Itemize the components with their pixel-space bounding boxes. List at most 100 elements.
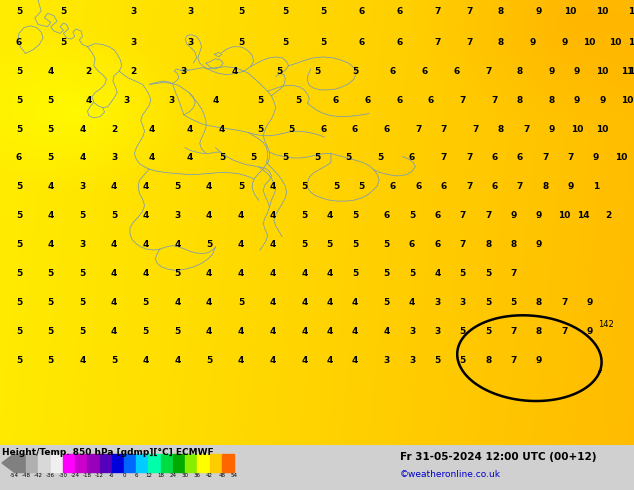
- Text: 8: 8: [542, 182, 548, 192]
- Bar: [124, 454, 136, 472]
- Text: 9: 9: [561, 38, 567, 47]
- Text: 4: 4: [143, 356, 149, 365]
- Text: 8: 8: [498, 7, 504, 16]
- Text: 5: 5: [301, 182, 307, 192]
- Text: 5: 5: [257, 96, 263, 104]
- Text: 9: 9: [548, 67, 555, 75]
- Text: 5: 5: [384, 240, 390, 249]
- Text: 6: 6: [491, 182, 498, 192]
- Text: 5: 5: [238, 298, 244, 307]
- Text: 7: 7: [466, 182, 472, 192]
- Text: 9: 9: [529, 38, 536, 47]
- Text: 5: 5: [16, 269, 22, 278]
- Text: 9: 9: [593, 153, 599, 163]
- Text: 3: 3: [79, 240, 86, 249]
- Text: 5: 5: [282, 153, 288, 163]
- Text: 4: 4: [301, 356, 307, 365]
- Text: 9: 9: [586, 327, 593, 336]
- Text: 5: 5: [510, 298, 517, 307]
- Text: 5: 5: [16, 124, 22, 134]
- Text: 4: 4: [327, 298, 333, 307]
- Text: 4: 4: [327, 356, 333, 365]
- Text: 6: 6: [134, 473, 138, 478]
- Text: 10: 10: [628, 38, 634, 47]
- Bar: [100, 454, 112, 472]
- Text: 7: 7: [510, 327, 517, 336]
- Text: 4: 4: [269, 298, 276, 307]
- Text: 0: 0: [122, 473, 126, 478]
- Bar: [148, 454, 160, 472]
- Text: 10: 10: [571, 124, 583, 134]
- Text: 4: 4: [48, 211, 54, 220]
- Text: 4: 4: [238, 269, 244, 278]
- Bar: [39, 454, 51, 472]
- Text: 6: 6: [434, 211, 441, 220]
- Text: 3: 3: [124, 96, 130, 104]
- Text: 10: 10: [609, 38, 621, 47]
- Text: -24: -24: [70, 473, 80, 478]
- Text: 5: 5: [79, 327, 86, 336]
- Text: 5: 5: [143, 327, 149, 336]
- Text: 4: 4: [86, 96, 92, 104]
- Text: 3: 3: [384, 356, 390, 365]
- Text: 5: 5: [352, 240, 358, 249]
- Text: 2: 2: [130, 67, 136, 75]
- Text: 4: 4: [48, 67, 54, 75]
- Text: 6: 6: [434, 240, 441, 249]
- Text: 5: 5: [143, 298, 149, 307]
- Text: 4: 4: [79, 124, 86, 134]
- Text: 10: 10: [621, 96, 634, 104]
- Text: 4: 4: [206, 298, 212, 307]
- Text: 3: 3: [187, 38, 193, 47]
- Text: 4: 4: [327, 211, 333, 220]
- Text: 7: 7: [561, 327, 567, 336]
- Text: 9: 9: [599, 96, 605, 104]
- Text: -48: -48: [22, 473, 30, 478]
- Text: 9: 9: [510, 211, 517, 220]
- Text: 7: 7: [517, 182, 523, 192]
- Text: 6: 6: [384, 124, 390, 134]
- Text: 10: 10: [596, 124, 609, 134]
- Text: 5: 5: [174, 327, 181, 336]
- Text: 7: 7: [460, 96, 466, 104]
- Text: 6: 6: [428, 96, 434, 104]
- Text: 3: 3: [187, 7, 193, 16]
- Text: 8: 8: [485, 240, 491, 249]
- Text: 5: 5: [333, 182, 339, 192]
- Text: 4: 4: [111, 269, 117, 278]
- Text: 6: 6: [365, 96, 371, 104]
- Text: 5: 5: [384, 298, 390, 307]
- Text: 4: 4: [206, 269, 212, 278]
- Text: 5: 5: [377, 153, 384, 163]
- Text: -6: -6: [109, 473, 115, 478]
- Text: 5: 5: [282, 7, 288, 16]
- Text: 8: 8: [536, 327, 542, 336]
- Text: 3: 3: [168, 96, 174, 104]
- Text: 6: 6: [320, 124, 327, 134]
- Text: 2: 2: [86, 67, 92, 75]
- Text: 4: 4: [187, 124, 193, 134]
- Text: 5: 5: [301, 211, 307, 220]
- Text: 4: 4: [269, 356, 276, 365]
- Text: 5: 5: [48, 356, 54, 365]
- Text: 5: 5: [16, 327, 22, 336]
- Text: 4: 4: [269, 182, 276, 192]
- Text: 8: 8: [536, 298, 542, 307]
- Text: 4: 4: [219, 124, 225, 134]
- Text: 6: 6: [453, 67, 460, 75]
- Text: 5: 5: [314, 153, 320, 163]
- Text: 4: 4: [111, 327, 117, 336]
- Text: 5: 5: [409, 211, 415, 220]
- Text: 7: 7: [466, 38, 472, 47]
- Text: 5: 5: [238, 7, 244, 16]
- Text: 42: 42: [206, 473, 213, 478]
- Text: 9: 9: [536, 211, 542, 220]
- Text: 4: 4: [111, 240, 117, 249]
- Text: Height/Temp. 850 hPa [gdmp][°C] ECMWF: Height/Temp. 850 hPa [gdmp][°C] ECMWF: [2, 448, 214, 457]
- Text: -36: -36: [46, 473, 55, 478]
- Text: -54: -54: [10, 473, 18, 478]
- Text: 7: 7: [523, 124, 529, 134]
- Text: 5: 5: [206, 240, 212, 249]
- Text: 6: 6: [390, 67, 396, 75]
- Text: 5: 5: [48, 269, 54, 278]
